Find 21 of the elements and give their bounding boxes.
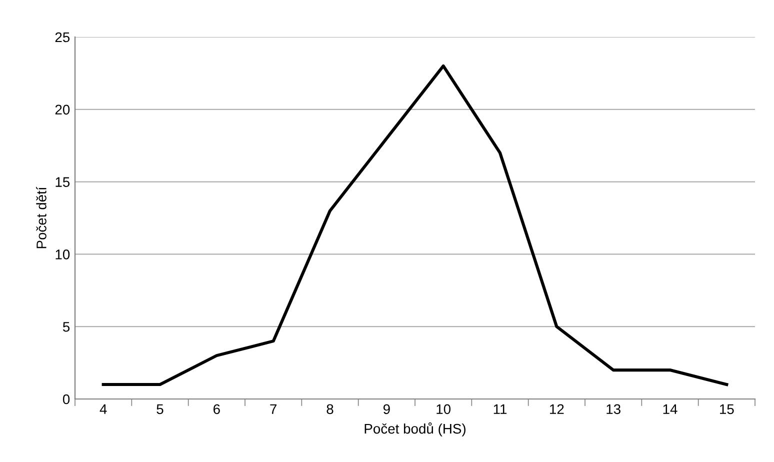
x-tick-label: 15 bbox=[720, 404, 734, 414]
y-tick-label: 0 bbox=[62, 394, 70, 404]
y-tick-label: 5 bbox=[62, 322, 70, 332]
line-series bbox=[102, 64, 728, 386]
x-tick-label: 6 bbox=[214, 404, 220, 414]
x-tick-label: 5 bbox=[156, 404, 164, 414]
y-tick-label: 25 bbox=[55, 32, 70, 42]
x-axis-title: Počet bodů (HS) bbox=[364, 422, 466, 436]
x-tick-label: 13 bbox=[606, 404, 620, 414]
x-tick-label: 14 bbox=[663, 404, 678, 414]
y-axis-title: Počet dětí bbox=[36, 186, 46, 248]
x-tick-label: 11 bbox=[494, 404, 507, 414]
y-tick-label: 20 bbox=[55, 104, 70, 115]
x-tick-label: 12 bbox=[550, 404, 564, 414]
y-tick-label: 15 bbox=[56, 177, 70, 187]
x-tick-label: 8 bbox=[326, 404, 334, 414]
x-tick-label: 4 bbox=[100, 404, 107, 414]
y-tick-label: 10 bbox=[56, 250, 70, 260]
x-tick-label: 10 bbox=[436, 404, 451, 414]
x-tick-label: 9 bbox=[383, 404, 390, 414]
x-tick-label: 7 bbox=[270, 404, 276, 414]
